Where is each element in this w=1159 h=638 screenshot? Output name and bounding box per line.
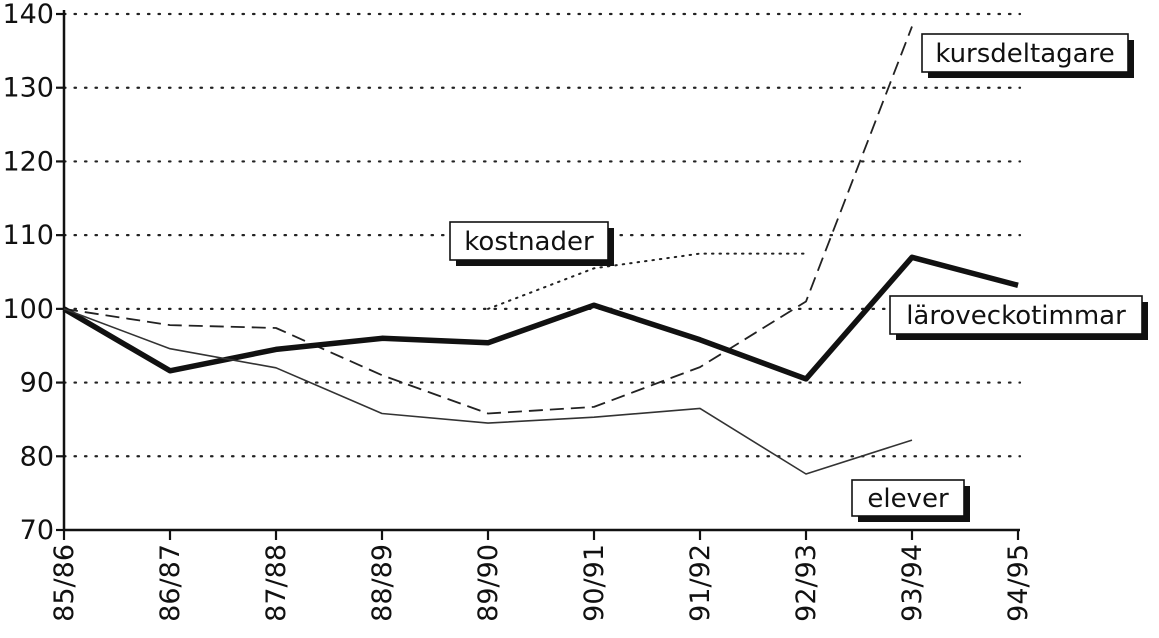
x-tick-label: 94/95 — [1003, 544, 1034, 622]
y-tick-label: 90 — [20, 368, 54, 399]
x-tick-label: 90/91 — [579, 544, 610, 622]
series-label-elever: elever — [851, 479, 970, 522]
series-line-kostnader — [487, 252, 807, 310]
series-line-lroveckotimmar — [62, 254, 1019, 382]
x-tick-label: 91/92 — [685, 544, 716, 622]
series-label-kostnader: kostnader — [449, 221, 614, 266]
series-label-lroveckotimmar: läroveckotimmar — [889, 295, 1148, 340]
label-text: kostnader — [464, 227, 594, 257]
x-tick-label: 92/93 — [791, 544, 822, 622]
y-tick-label: 140 — [2, 0, 54, 30]
label-box — [851, 479, 965, 517]
axes — [62, 10, 1020, 532]
y-tick-label: 130 — [2, 73, 54, 104]
x-tick-label: 93/94 — [897, 544, 928, 622]
series-label-kursdeltagare: kursdeltagare — [921, 33, 1134, 78]
x-tick-label: 89/90 — [473, 544, 504, 622]
y-tick-label: 110 — [2, 220, 54, 251]
x-tick-label: 85/86 — [49, 544, 80, 622]
x-tick-label: 87/88 — [261, 544, 292, 622]
label-box — [449, 221, 609, 261]
series-line-kursdeltagare — [63, 26, 913, 415]
x-axis-ticks: 85/86 86/87 87/88 88/89 89/90 90/91 91/92 92/93… — [49, 530, 1034, 622]
label-box — [889, 295, 1143, 335]
series-lines — [62, 26, 1019, 475]
label-text: elever — [867, 484, 949, 514]
label-box — [921, 33, 1129, 73]
grid-lines — [62, 12, 1022, 458]
y-tick-label: 80 — [20, 441, 54, 472]
x-tick-label: 88/89 — [367, 544, 398, 622]
y-tick-label: 120 — [2, 146, 54, 177]
y-tick-label: 70 — [20, 515, 54, 546]
label-text: läroveckotimmar — [906, 301, 1126, 331]
y-axis-ticks: 70 80 90 100 110 120 130 140 — [2, 0, 64, 546]
series-labels: kursdeltagare kostnader läroveckotimmar ele… — [449, 33, 1148, 522]
label-text: kursdeltagare — [935, 39, 1114, 69]
series-line-elever — [63, 308, 913, 475]
x-tick-label: 86/87 — [155, 544, 186, 622]
y-tick-label: 100 — [2, 294, 54, 325]
